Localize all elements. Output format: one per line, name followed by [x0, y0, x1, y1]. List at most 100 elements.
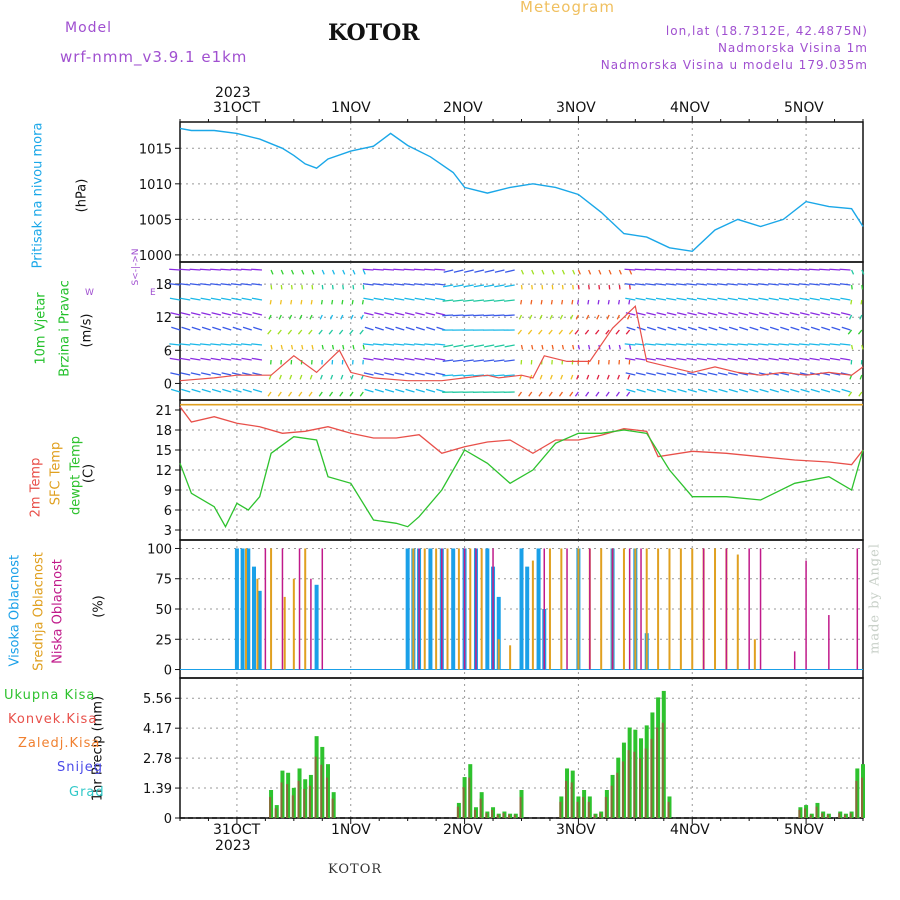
- wind-arrow: [788, 283, 800, 286]
- wind-arrow: [635, 312, 646, 316]
- wind-arrow: [747, 283, 759, 286]
- wind-arrow: [747, 268, 759, 271]
- wind-arrow: [798, 343, 810, 346]
- wind-arrow: [530, 299, 533, 305]
- wind-arrow: [769, 388, 779, 393]
- wind-arrow: [404, 312, 415, 316]
- wind-arrow: [596, 314, 600, 320]
- wind-arrow: [548, 329, 553, 335]
- wind-arrow: [605, 391, 610, 397]
- wind-arrow: [352, 344, 355, 350]
- wind-arrow: [572, 284, 574, 290]
- wind-arrow: [383, 357, 395, 361]
- wind-arrow: [473, 299, 485, 302]
- bottom-date-4: 4NOV: [670, 822, 710, 838]
- temp-unit: (C): [81, 463, 97, 484]
- wind-arrow: [708, 388, 718, 393]
- y-tick-label: 18: [155, 278, 172, 293]
- wind-arrow: [425, 388, 436, 393]
- wind-arrow: [319, 374, 323, 380]
- wind-arrow: [665, 343, 677, 346]
- watermark: made by Angel: [867, 543, 883, 654]
- wind-arrow: [829, 357, 841, 361]
- wind-arrow: [384, 312, 395, 316]
- wind-arrow: [635, 357, 646, 361]
- y-tick-label: 1010: [139, 178, 172, 193]
- wind-arrow: [858, 391, 863, 397]
- precip-conv-bar: [639, 758, 642, 818]
- wind-arrow: [727, 297, 738, 301]
- wind-arrow: [453, 284, 464, 288]
- wind-arrow: [696, 283, 708, 286]
- wind-arrow: [414, 343, 425, 346]
- wind-arrow: [453, 269, 464, 273]
- wind-arrow: [341, 299, 344, 305]
- wind-arrow: [463, 344, 474, 348]
- wind-arrow: [270, 284, 273, 290]
- wind-arrow: [403, 343, 415, 346]
- wind-arrow: [798, 268, 810, 271]
- precip-conv-bar: [303, 788, 306, 818]
- wind-arrow: [373, 297, 384, 301]
- mid-cloud-bar: [283, 596, 286, 670]
- wind-arrow: [839, 283, 851, 286]
- precip-conv-bar: [491, 809, 494, 818]
- wind-arrow: [549, 374, 553, 380]
- wind-arrow: [558, 329, 563, 335]
- wind-arrow: [780, 326, 790, 331]
- year-top: 2023: [215, 85, 251, 101]
- wind-arrow: [342, 344, 345, 350]
- wind-arrow: [267, 329, 272, 335]
- wind-arrow: [625, 357, 636, 361]
- wind-arrow: [716, 268, 728, 271]
- y-tick-label: 18: [155, 424, 172, 439]
- wind-arrow: [251, 268, 263, 271]
- wind-arrow: [597, 299, 600, 305]
- low-cloud-bar: [589, 548, 591, 670]
- wind-arrow: [819, 283, 831, 286]
- y-tick-label: 50: [155, 603, 172, 618]
- wind-arrow: [520, 299, 523, 305]
- wind-arrow: [626, 391, 631, 397]
- wind-arrow: [706, 357, 718, 361]
- wind-arrow: [493, 359, 505, 363]
- wind-arrow: [289, 374, 293, 380]
- y-tick-label: 75: [155, 573, 172, 588]
- wind-arrow: [452, 374, 464, 377]
- wind-arrow: [384, 372, 395, 376]
- wind-arrow: [696, 357, 708, 361]
- wind-arrow: [452, 359, 464, 363]
- precip-conv-bar: [861, 777, 863, 818]
- elevation: Nadmorska Visina 1m: [717, 41, 868, 55]
- precip-conv-bar: [291, 795, 294, 818]
- wind-arrow: [577, 299, 580, 305]
- wind-arrow: [297, 329, 303, 335]
- wind-arrow: [687, 326, 697, 331]
- wind-arrow: [310, 299, 313, 305]
- wind-arrow: [503, 314, 515, 317]
- wind-arrow: [483, 284, 495, 288]
- wind-arrow: [493, 314, 505, 317]
- wind-arrow: [800, 326, 810, 331]
- wind-arrow: [574, 329, 579, 335]
- wind-arrow: [442, 299, 454, 302]
- wind-arrow: [342, 269, 346, 275]
- bottom-date-3: 3NOV: [556, 822, 596, 838]
- precip-conv-bar: [815, 806, 818, 818]
- wind-arrow: [504, 344, 515, 348]
- wind-arrow: [737, 283, 749, 286]
- wind-arrow: [393, 268, 405, 271]
- mid-cloud-bar: [304, 548, 307, 670]
- bottom-date-5: 5NOV: [784, 822, 824, 838]
- wind-arrow: [434, 268, 446, 271]
- precip-conv-bar: [599, 813, 602, 818]
- wind-arrow: [778, 268, 790, 271]
- y-tick-label: 21: [155, 404, 172, 419]
- wind-arrow: [200, 343, 211, 346]
- wind-arrow: [211, 372, 222, 376]
- wind-arrow: [362, 283, 374, 286]
- wind-arrow: [231, 297, 242, 301]
- wind-arrow: [504, 299, 515, 302]
- wind-arrow: [463, 299, 474, 302]
- precip-conv-bar: [468, 777, 471, 818]
